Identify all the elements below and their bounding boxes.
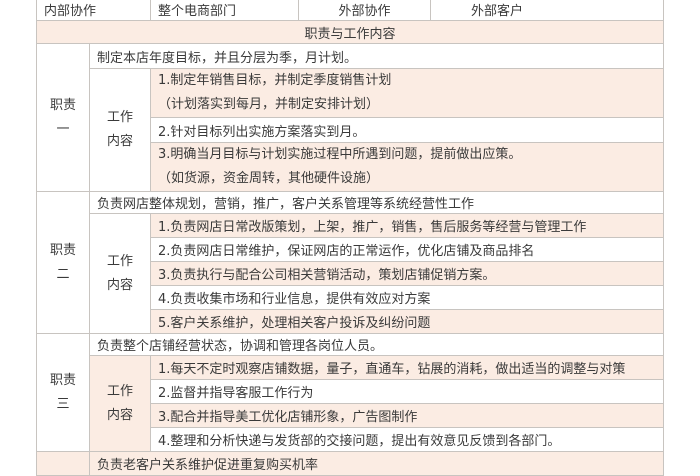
- work-label-line: 工作: [107, 383, 134, 399]
- internal-collab-value: 整个电商部门: [150, 0, 300, 21]
- duty-1-item-1: 1.制定年销售目标，并制定季度销售计划 （计划落实到每月，并制定安排计划）: [150, 68, 665, 118]
- item-line: 3.明确当月目标与计划实施过程中所遇到问题，提前做出应策。: [158, 147, 522, 162]
- internal-collab-label: 内部协作: [35, 0, 152, 21]
- duty-label-line: 一: [56, 121, 70, 137]
- duty-4-summary: 负责老客户关系维护促进重复购买机率: [88, 451, 665, 476]
- duty-label-line: 职责: [49, 97, 76, 113]
- item-line: 1.制定年销售目标，并制定季度销售计划: [158, 73, 392, 88]
- duty-2-summary: 负责网店整体规划，营销，推广，客户关系管理等系统经营性工作: [88, 191, 665, 214]
- duty-1-item-3: 3.明确当月目标与计划实施过程中所遇到问题，提前做出应策。 （如货源，资金周转，其…: [150, 142, 665, 192]
- duty-3-item-1: 1.每天不定时观察店铺数据，量子，直通车，钻展的消耗，做出适当的调整与对策: [150, 355, 665, 380]
- duty-3-item-4: 4.整理和分析快递与发货部的交接问题，提出有效意见反馈到各部门。: [150, 427, 665, 452]
- work-label-line: 内容: [107, 407, 134, 423]
- duty-label-line: 职责: [49, 372, 76, 388]
- duty-2-item-3: 3.负责执行与配合公司相关营销活动，策划店铺促销方案。: [150, 261, 665, 286]
- duty-1-summary: 制定本店年度目标，并且分层为季，月计划。: [88, 43, 665, 69]
- duty-1-item-2: 2.针对目标列出实施方案落实到月。: [150, 117, 665, 143]
- duty-1-label: 职责一: [36, 43, 90, 192]
- duty-2-label: 职责二: [36, 191, 90, 334]
- work-label-line: 内容: [107, 134, 134, 149]
- item-line: （计划落实到每月，并制定安排计划）: [158, 97, 380, 112]
- job-duties-table: 内部协作 整个电商部门 外部协作 外部客户 职责与工作内容 职责一 制定本店年度…: [35, 0, 665, 476]
- duty-2-item-5: 5.客户关系维护，处理相关客户投诉及纠纷问题: [150, 309, 665, 334]
- duty-2-item-2: 2.负责网店日常维护，保证网店的正常运作，优化店铺及商品排名: [150, 237, 665, 262]
- top-row: 内部协作 整个电商部门 外部协作 外部客户: [35, 0, 665, 21]
- duty-label-line: 三: [56, 396, 70, 412]
- work-content-label: 工作 内容: [88, 355, 152, 452]
- work-label-line: 工作: [107, 110, 134, 125]
- duty-3-item-2: 2.监督并指导客服工作行为: [150, 379, 665, 404]
- item-line: （如货源，资金周转，其他硬件设施）: [158, 171, 380, 186]
- section-title: 职责与工作内容: [35, 20, 665, 44]
- external-collab-label: 外部协作: [298, 0, 432, 21]
- work-content-label: 工作 内容: [88, 68, 152, 192]
- duty-2-item-1: 1.负责网店日常改版策划，上架，推广，销售，售后服务等经营与管理工作: [150, 213, 665, 238]
- duty-3-summary: 负责整个店铺经营状态，协调和管理各岗位人员。: [88, 333, 665, 356]
- external-collab-value: 外部客户: [430, 0, 665, 21]
- duty-label-line: 职责: [49, 242, 76, 258]
- duty-3-item-3: 3.配合并指导美工优化店铺形象，广告图制作: [150, 403, 665, 428]
- work-label-line: 工作: [107, 253, 134, 269]
- work-label-line: 内容: [107, 277, 134, 293]
- duty-3-label: 职责三: [36, 333, 90, 452]
- duty-2-item-4: 4.负责收集市场和行业信息，提供有效应对方案: [150, 285, 665, 310]
- work-content-label: 工作 内容: [88, 213, 152, 334]
- duty-4-label: [36, 451, 90, 476]
- duty-label-line: 二: [56, 266, 70, 282]
